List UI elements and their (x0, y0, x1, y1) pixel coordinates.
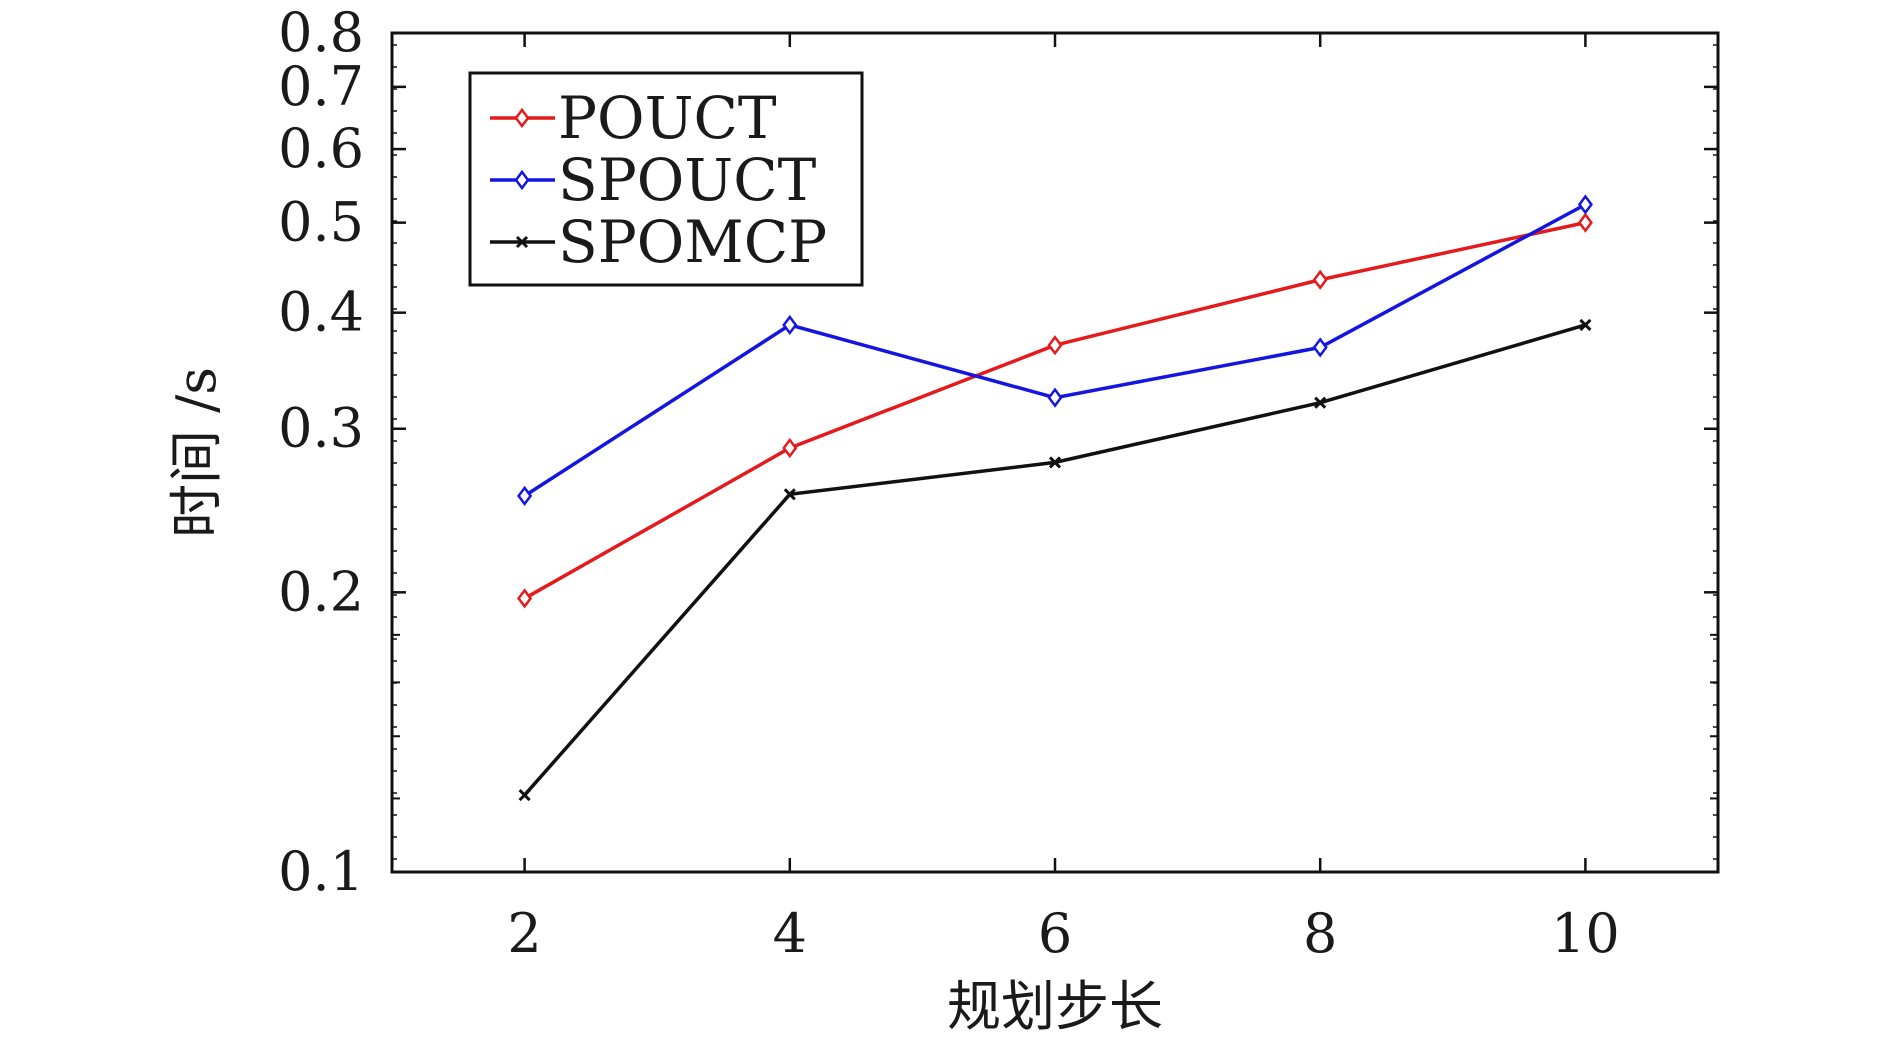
legend-item-pouct: POUCT (490, 84, 777, 152)
x-tick-label: 10 (1551, 902, 1620, 965)
x-tick-label: 4 (773, 902, 807, 965)
y-tick-label: 0.5 (278, 191, 364, 254)
y-tick-label: 0.8 (278, 1, 364, 64)
data-point-spomcp (1579, 318, 1592, 332)
legend-item-spomcp: SPOMCP (490, 208, 827, 276)
legend-item-spouct: SPOUCT (490, 146, 817, 214)
legend-label: SPOUCT (558, 146, 817, 214)
series-pouct (517, 212, 1593, 609)
y-tick-label: 0.7 (278, 55, 364, 118)
data-point-spouct (1577, 194, 1593, 215)
y-axis-title: 时间 /s (165, 367, 228, 538)
legend-label: POUCT (558, 84, 777, 152)
data-point-pouct (1047, 335, 1063, 356)
data-point-spomcp (1048, 456, 1062, 469)
legend-marker (514, 107, 530, 129)
data-point-pouct (1577, 212, 1593, 233)
x-axis-title: 规划步长 (947, 975, 1163, 1037)
x-tick-label: 8 (1303, 902, 1337, 965)
y-tick-label: 0.6 (278, 117, 364, 180)
y-tick-label: 0.1 (278, 840, 364, 903)
data-point-spouct (1312, 337, 1328, 358)
data-point-spouct (782, 314, 798, 336)
series-spomcp (518, 318, 1592, 802)
data-point-pouct (517, 588, 533, 609)
x-axis: 2 4 6 8 10 (507, 33, 1620, 965)
data-point-spouct (1047, 387, 1063, 408)
legend-marker (515, 235, 529, 249)
x-tick-label: 2 (507, 902, 541, 965)
y-axis: 0.1 0.2 0.3 0.4 0.5 0.60.70.8 (278, 1, 1718, 903)
y-tick-label: 0.3 (278, 397, 364, 460)
legend-label: SPOMCP (558, 208, 827, 276)
series-spouct (517, 194, 1593, 506)
data-point-pouct (782, 437, 798, 459)
data-point-spomcp (518, 789, 531, 802)
data-point-spomcp (1314, 396, 1327, 409)
data-point-spouct (517, 485, 533, 506)
y-tick-label: 0.4 (278, 281, 364, 344)
series-layer (517, 194, 1593, 802)
data-point-pouct (1312, 269, 1328, 290)
y-tick-label: 0.2 (278, 560, 364, 623)
data-point-spomcp (783, 488, 796, 501)
x-tick-label: 6 (1038, 902, 1072, 965)
legend-marker (514, 169, 530, 191)
